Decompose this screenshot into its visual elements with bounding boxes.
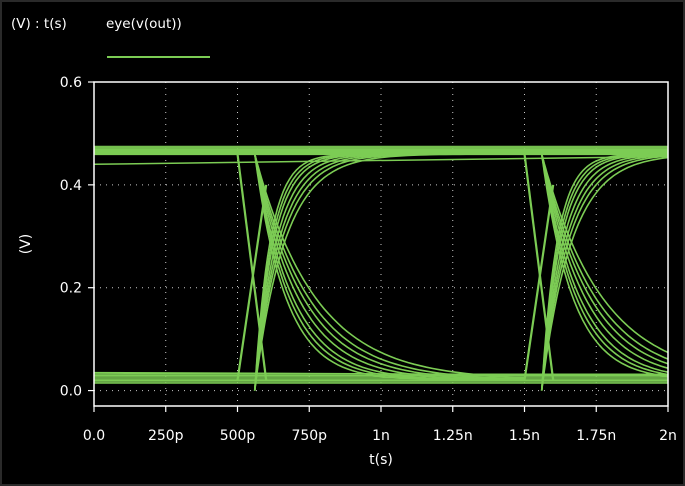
settling-fall-trace: [253, 153, 525, 381]
x-tick-label: 1.25n: [433, 428, 473, 444]
x-tick-label: 250p: [148, 428, 184, 444]
settling-fall-trace: [253, 153, 525, 380]
settling-rise-trace: [253, 153, 525, 391]
settling-fall-trace: [253, 153, 525, 381]
x-axis-title: t(s): [369, 452, 393, 468]
y-tick-label: 0.0: [60, 384, 82, 400]
legend-swatch: [107, 56, 210, 58]
settling-fall-trace: [540, 153, 669, 354]
settling-fall-trace: [253, 153, 525, 381]
settling-rise-trace: [540, 153, 669, 391]
y-axis-title: (V): [18, 234, 34, 255]
settling-rise-trace: [540, 155, 669, 391]
settling-fall-trace: [540, 153, 669, 373]
axes-units-label: (V) : t(s): [11, 16, 67, 32]
rising-edge-trace: [523, 184, 555, 381]
settling-rise-trace: [540, 156, 669, 391]
high-level-trace: [93, 155, 669, 166]
settling-fall-trace: [253, 153, 525, 379]
x-tick-label: 0.0: [83, 428, 105, 444]
x-tick-label: 1n: [372, 428, 390, 444]
settling-rise-trace: [253, 153, 525, 391]
settling-fall-trace: [253, 153, 525, 381]
trace-group: [93, 145, 669, 391]
x-tick-label: 1.5n: [509, 428, 540, 444]
y-tick-label: 0.6: [60, 75, 82, 91]
rising-edge-trace: [236, 184, 268, 381]
x-tick-label: 2n: [659, 428, 677, 444]
y-tick-label: 0.4: [60, 178, 82, 194]
settling-fall-trace: [253, 153, 525, 381]
x-tick-label: 1.75n: [576, 428, 616, 444]
x-tick-label: 750p: [291, 428, 327, 444]
x-tick-label: 500p: [220, 428, 256, 444]
y-tick-label: 0.2: [60, 281, 82, 297]
legend-label[interactable]: eye(v(out)): [106, 16, 182, 32]
